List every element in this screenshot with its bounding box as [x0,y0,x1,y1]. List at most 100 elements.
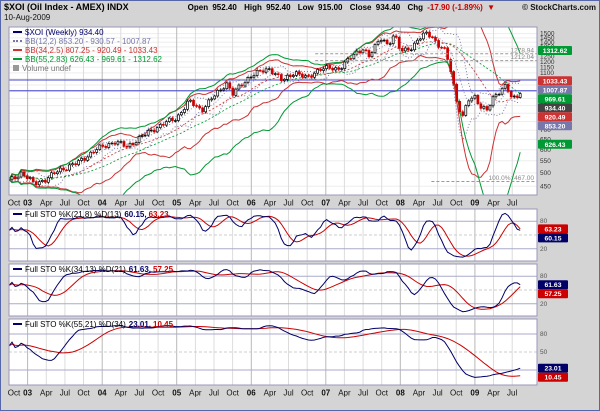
sto1-line-swatch-icon [13,213,22,215]
svg-text:934.40: 934.40 [545,105,566,112]
svg-text:04: 04 [98,389,107,398]
legend-bb12: BB(12,2) 853.20 - 930.57 - 1007.87 [13,37,151,46]
sto2-k-value: 61.63, [128,265,152,274]
candlesticks [9,30,522,187]
svg-text:Jul: Jul [507,199,517,208]
legend-bb55-label: BB(55,2.83) 626.43 - 969.61 - 1312.62 [25,55,162,64]
svg-text:60.15: 60.15 [544,235,561,242]
bb12-line-swatch-icon [13,40,22,42]
main-plot-border [8,26,538,196]
sto2-label: Full STO %K(34,13) %D(21) [25,265,126,274]
bb55-line-swatch-icon [13,58,22,60]
sto1-k-value: 60.15, [124,210,147,219]
sto3-line-swatch-icon [13,323,22,325]
svg-text:Jul: Jul [507,389,517,398]
ohlc-quote: Open 952.40 High 952.40 Low 915.00 Close… [183,3,495,12]
svg-text:Apr: Apr [413,389,426,398]
down-arrow-icon: ▼ [487,3,495,12]
svg-text:920.49: 920.49 [545,114,566,121]
svg-text:07: 07 [321,199,330,208]
svg-text:03: 03 [23,199,32,208]
svg-text:63.23: 63.23 [544,226,561,233]
sto2-d-value: 57.25 [153,265,174,274]
svg-text:06: 06 [247,199,256,208]
svg-text:Oct: Oct [375,199,388,208]
legend-price-label: $XOI (Weekly) 934.40 [25,28,104,37]
svg-text:Oct: Oct [301,199,314,208]
svg-text:Oct: Oct [77,199,90,208]
svg-text:Oct: Oct [226,199,239,208]
svg-text:Jul: Jul [209,389,219,398]
legend-bb12-label: BB(12,2) 853.20 - 930.57 - 1007.87 [25,37,151,46]
svg-text:Apr: Apr [338,389,351,398]
change-label: Chg [407,3,424,12]
svg-text:08: 08 [396,199,405,208]
svg-text:450: 450 [540,183,551,190]
panel-plot-border [8,208,538,262]
legend-bb55: BB(55,2.83) 626.43 - 969.61 - 1312.62 [13,55,162,64]
high-label: High [244,3,262,12]
svg-text:Jul: Jul [283,199,293,208]
svg-text:61.63: 61.63 [544,282,561,289]
low-value: 915.00 [318,3,343,12]
svg-text:1007.87: 1007.87 [543,87,568,94]
svg-text:1100: 1100 [540,70,554,77]
sto1-label: Full STO %K(21,8) %D(13) [25,210,122,219]
sto1-d-value: 63.23 [148,210,169,219]
svg-text:Apr: Apr [115,199,128,208]
svg-text:Jul: Jul [358,389,368,398]
svg-text:1033.43: 1033.43 [543,78,568,85]
svg-text:Jul: Jul [358,199,368,208]
legend-volume: Volume undef [13,64,71,73]
price-line-swatch-icon [13,31,22,33]
svg-text:1250: 1250 [540,54,555,61]
svg-text:Jul: Jul [432,389,442,398]
svg-text:80: 80 [540,273,548,280]
change-value: -17.90 (-1.89%) [427,3,483,12]
svg-text:Apr: Apr [338,199,351,208]
bb34-line-swatch-icon [13,49,22,51]
svg-text:05: 05 [172,199,181,208]
sto2-line-swatch-icon [13,268,22,270]
svg-text:Oct: Oct [77,389,90,398]
svg-text:Jul: Jul [60,389,70,398]
svg-text:20: 20 [540,301,548,308]
stochastic-lines [8,269,521,313]
svg-text:Oct: Oct [8,389,21,398]
sto3-k-value: 23.01, [128,320,152,329]
svg-text:08: 08 [396,389,405,398]
svg-text:Apr: Apr [487,389,500,398]
svg-text:969.61: 969.61 [545,96,566,103]
stochastic-lines [8,325,521,378]
sto3-label: Full STO %K(55,21) %D(34) [25,320,126,329]
svg-text:Oct: Oct [301,389,314,398]
open-value: 952.40 [212,3,237,12]
svg-text:550: 550 [540,158,551,165]
svg-text:09: 09 [470,389,479,398]
svg-text:10.45: 10.45 [544,375,561,382]
svg-text:Apr: Apr [115,389,128,398]
svg-text:100.0%: 467.00: 100.0%: 467.00 [488,175,534,182]
svg-text:Apr: Apr [413,199,426,208]
svg-text:600: 600 [540,147,551,154]
svg-text:07: 07 [321,389,330,398]
svg-text:1212.04: 1212.04 [511,54,535,61]
svg-text:Oct: Oct [450,389,463,398]
svg-text:1400: 1400 [540,39,555,46]
svg-text:09: 09 [470,199,479,208]
panel-plot-border [8,263,538,317]
chart-date: 10-Aug-2009 [4,13,51,22]
svg-text:05: 05 [172,389,181,398]
svg-text:50: 50 [540,349,548,356]
svg-text:Oct: Oct [152,389,165,398]
svg-text:Oct: Oct [375,389,388,398]
svg-text:1200: 1200 [540,59,555,66]
svg-text:853.20: 853.20 [545,123,566,130]
svg-text:Apr: Apr [264,389,277,398]
svg-text:23.01: 23.01 [544,366,561,373]
svg-text:Oct: Oct [8,199,21,208]
sto-legend-3: Full STO %K(55,21) %D(34) 23.01, 10.45 [13,320,173,329]
svg-text:Jul: Jul [432,199,442,208]
